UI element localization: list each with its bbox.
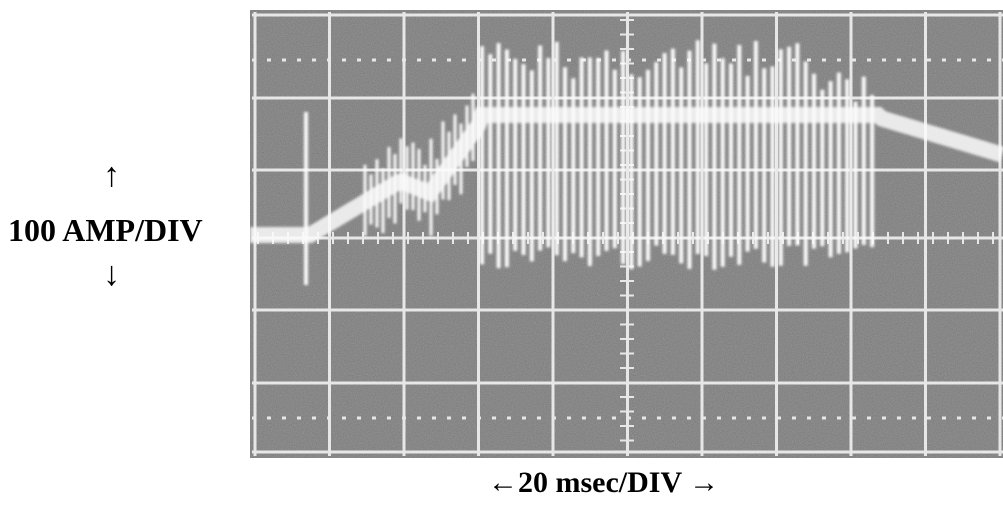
oscilloscope-screen bbox=[250, 10, 1003, 458]
arrow-down: ↓ bbox=[103, 256, 120, 293]
waveform bbox=[250, 40, 1003, 285]
trace-envelope bbox=[250, 107, 1003, 243]
vertical-scale-label: 100 AMP/DIV bbox=[8, 212, 203, 248]
horizontal-scale-label: ←20 msec/DIV → bbox=[488, 466, 720, 499]
arrow-up: ↑ bbox=[103, 157, 120, 194]
graticule bbox=[252, 12, 1003, 456]
